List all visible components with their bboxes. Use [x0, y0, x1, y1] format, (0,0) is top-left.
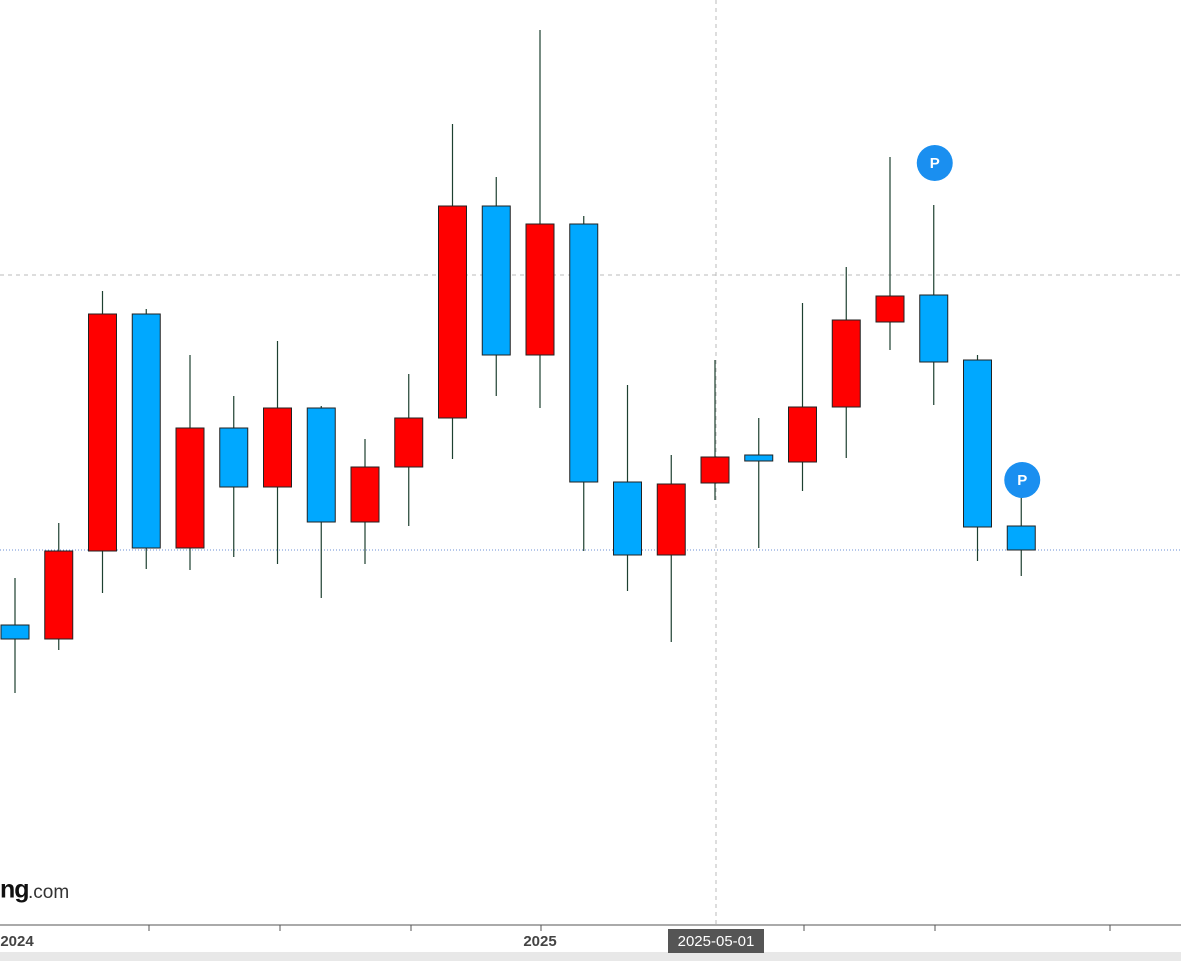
candle-body — [0, 624, 30, 640]
candle-body — [919, 294, 949, 363]
candle-body — [350, 466, 380, 523]
candle-body — [831, 319, 861, 408]
crosshair-label-bg — [668, 929, 764, 953]
watermark-rest: .com — [28, 882, 69, 903]
candle-body — [613, 481, 642, 556]
candle-body — [394, 417, 424, 468]
watermark-bold: ng — [0, 876, 29, 904]
marker-label: P — [1017, 472, 1027, 489]
candle-body — [525, 223, 555, 356]
bottom-strip — [0, 952, 1181, 961]
candle-body — [44, 550, 74, 640]
candle-body — [875, 295, 905, 323]
candle-body — [131, 313, 161, 549]
candle-body — [963, 359, 992, 528]
candle-body — [788, 406, 817, 463]
candle-body — [438, 205, 467, 419]
candle-body — [744, 454, 774, 462]
marker-label: P — [930, 155, 940, 172]
candle-body — [219, 427, 249, 488]
marker-badge — [1004, 462, 1041, 498]
marker-badge — [916, 145, 953, 181]
candle-body — [88, 313, 117, 552]
candle-body — [263, 407, 292, 488]
candle-body — [656, 483, 686, 556]
candle-body — [481, 205, 511, 356]
x-axis-ticks — [148, 925, 1111, 931]
x-tick-label: 2024 — [0, 933, 34, 950]
candle-body — [700, 456, 730, 484]
crosshair-label: 2025-05-01 — [678, 933, 755, 950]
candle-body — [569, 223, 599, 483]
candle-body — [306, 407, 336, 523]
x-tick-label: 2025 — [523, 933, 556, 950]
candle-body — [175, 427, 205, 549]
candle-body — [1006, 525, 1036, 551]
